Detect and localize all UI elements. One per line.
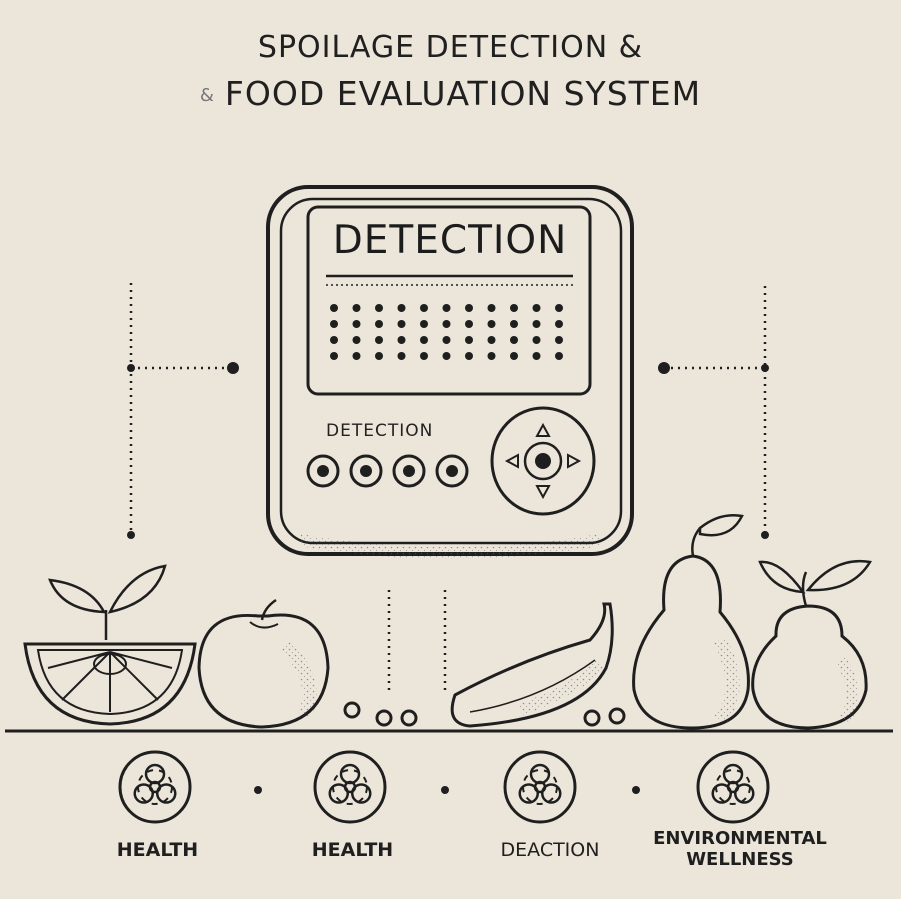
screen-dot xyxy=(555,336,563,344)
category-separators xyxy=(254,786,640,794)
dpad-down-arrow-icon[interactable] xyxy=(535,485,551,500)
device-panel-label: DETECTION xyxy=(326,421,434,441)
screen-dot xyxy=(352,304,361,312)
dpad-ring[interactable] xyxy=(490,406,596,516)
screen-dot xyxy=(510,336,518,344)
screen-dot xyxy=(352,320,361,328)
device-screen xyxy=(306,205,592,396)
screen-dot xyxy=(397,352,406,360)
device-dpad[interactable] xyxy=(490,406,596,516)
screen-dot xyxy=(442,304,451,312)
screen-dot xyxy=(420,336,428,344)
title-line-1: SPOILAGE DETECTION & xyxy=(257,30,644,65)
device-button-2[interactable] xyxy=(349,454,383,488)
screen-dot xyxy=(330,320,338,328)
device-button-1[interactable] xyxy=(306,454,340,488)
biohazard-icon xyxy=(503,750,577,824)
device-button-row xyxy=(306,454,469,488)
screen-dot xyxy=(375,352,383,360)
screen-dot xyxy=(465,352,473,360)
dpad-right-arrow-icon[interactable] xyxy=(567,453,582,469)
dpad-up-arrow-icon[interactable] xyxy=(535,422,551,437)
category-label-1: HEALTH xyxy=(116,839,199,861)
pear-small-illustration xyxy=(751,559,873,730)
screen-dot xyxy=(510,304,518,312)
screen-dot xyxy=(375,336,383,344)
category-label-2: HEALTH xyxy=(311,839,394,861)
screen-dot xyxy=(532,304,541,312)
device-button-3[interactable] xyxy=(392,454,426,488)
detection-device xyxy=(266,185,634,559)
category-label-3: DEACTION xyxy=(500,839,600,861)
screen-dot xyxy=(487,320,496,328)
screen-dot xyxy=(465,304,473,312)
biohazard-icon xyxy=(118,750,192,824)
dpad-center-button[interactable] xyxy=(535,453,551,469)
biohazard-icon xyxy=(696,750,770,824)
screen-dot xyxy=(352,352,361,360)
connector-nodes xyxy=(127,362,769,539)
device-button-4[interactable] xyxy=(435,454,469,488)
screen-dot xyxy=(487,352,496,360)
screen-dot xyxy=(532,320,541,328)
screen-dot xyxy=(487,304,496,312)
screen-dot xyxy=(352,336,361,344)
screen-heading: DETECTION xyxy=(332,218,568,263)
connector-lines xyxy=(129,283,767,690)
ground-rings xyxy=(343,701,626,727)
screen-dot xyxy=(555,320,563,328)
screen-dot xyxy=(442,352,451,360)
apple-illustration xyxy=(197,598,330,729)
screen-dot xyxy=(397,320,406,328)
category-label-4: ENVIRONMENTAL WELLNESS xyxy=(653,828,827,870)
screen-dot xyxy=(465,320,473,328)
device-shadow xyxy=(298,534,602,559)
title-line-2-prefix: & xyxy=(199,85,215,106)
dpad-center-ring[interactable] xyxy=(523,441,563,481)
screen-dot xyxy=(555,304,563,312)
biohazard-icon xyxy=(313,750,387,824)
screen-dot xyxy=(442,336,451,344)
screen-dot xyxy=(465,336,473,344)
screen-dot xyxy=(487,336,496,344)
title-line-2-text: FOOD EVALUATION SYSTEM xyxy=(224,74,702,113)
screen-dot xyxy=(397,304,406,312)
screen-dot xyxy=(330,336,338,344)
banana-illustration xyxy=(450,602,614,728)
screen-dot xyxy=(420,304,428,312)
screen-dot xyxy=(510,352,518,360)
device-inner-frame xyxy=(279,197,623,545)
screen-dot xyxy=(510,320,518,328)
dpad-left-arrow-icon[interactable] xyxy=(504,453,519,469)
screen-dot xyxy=(330,352,338,360)
screen-dot xyxy=(375,304,383,312)
screen-dot xyxy=(375,320,383,328)
title-line-2: & FOOD EVALUATION SYSTEM xyxy=(0,74,901,113)
screen-dot-grid xyxy=(330,304,563,360)
pear-illustration xyxy=(632,514,750,730)
screen-dot xyxy=(420,320,428,328)
orange-slice-illustration xyxy=(23,564,197,726)
screen-dot xyxy=(532,352,541,360)
screen-dot xyxy=(330,304,338,312)
screen-dot xyxy=(397,336,406,344)
screen-dot xyxy=(555,352,563,360)
screen-dot xyxy=(532,336,541,344)
screen-dot xyxy=(420,352,428,360)
category-icons xyxy=(118,750,770,824)
screen-dot xyxy=(442,320,451,328)
